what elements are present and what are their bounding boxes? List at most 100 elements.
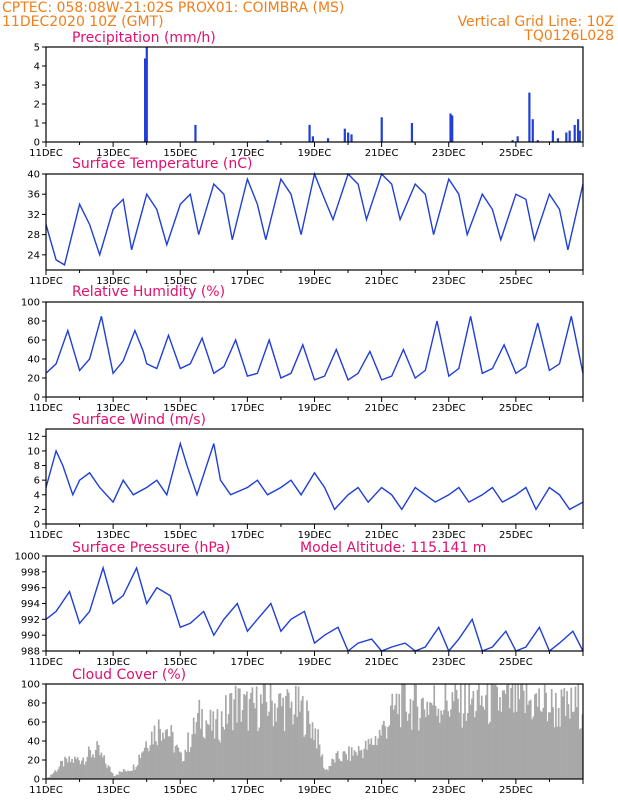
cloud-bar xyxy=(369,744,371,779)
cloud-bar xyxy=(381,724,384,779)
cloud-bar xyxy=(269,684,272,779)
cloud-xtick-label: 19DEC xyxy=(298,785,332,796)
cloud-bar xyxy=(167,736,170,779)
cloud-bar xyxy=(124,770,127,779)
cloud-bar xyxy=(563,688,566,779)
cloud-bar xyxy=(106,767,108,779)
cloud-bar xyxy=(497,710,500,779)
cloud-bar xyxy=(510,687,512,779)
cloud-bar xyxy=(522,690,525,779)
cloud-bar xyxy=(524,712,526,779)
precip-bar xyxy=(511,140,514,142)
cloud-bar xyxy=(146,747,149,779)
precip-frame xyxy=(45,46,584,143)
cloud-bar xyxy=(177,747,180,779)
wind-ytick-label: 4 xyxy=(34,490,40,501)
humidity-series-line xyxy=(45,316,584,381)
cloud-bar xyxy=(266,715,269,779)
cloud-bar xyxy=(227,714,230,779)
cloud-bar xyxy=(390,705,392,779)
cloud-bar xyxy=(213,738,216,779)
cloud-bar xyxy=(391,693,394,779)
header-model: TQ0126L028 xyxy=(523,28,614,44)
cloud-bar xyxy=(357,746,360,779)
cloud-bar xyxy=(438,722,441,779)
cloud-bar xyxy=(576,707,578,779)
cloud-bar xyxy=(532,716,535,779)
cloud-bar xyxy=(294,685,297,779)
cloud-bar xyxy=(65,758,68,779)
cloud-bar xyxy=(278,693,280,779)
cloud-bar xyxy=(192,717,195,779)
cloud-bar xyxy=(211,730,213,779)
cloud-bar xyxy=(194,733,196,779)
temperature-ytick-label: 28 xyxy=(27,230,40,241)
cloud-bar xyxy=(287,692,290,779)
humidity-ytick-label: 0 xyxy=(34,393,40,404)
precip-title: Precipitation (mm/h) xyxy=(72,30,216,46)
cloud-bar xyxy=(212,711,215,779)
cloud-bar xyxy=(402,684,405,779)
cloud-bar xyxy=(341,761,343,779)
cloud-bar xyxy=(560,689,563,779)
temperature-ytick-label: 36 xyxy=(27,190,40,201)
cloud-bar xyxy=(138,754,140,779)
pressure-xtick-label: 19DEC xyxy=(298,657,332,668)
cloud-bar xyxy=(513,712,515,779)
cloud-bar xyxy=(443,709,445,779)
precip-bar xyxy=(144,58,147,142)
cloud-bar xyxy=(377,738,380,779)
header-date: 11DEC2020 10Z (GMT) xyxy=(2,14,164,30)
cloud-bar xyxy=(417,730,420,779)
cloud-bar xyxy=(229,693,231,779)
cloud-bar xyxy=(128,771,131,779)
cloud-bar xyxy=(85,761,87,779)
cloud-bar xyxy=(290,701,293,779)
pressure-ytick-label: 996 xyxy=(21,583,40,594)
pressure-xtick-label: 23DEC xyxy=(432,657,466,668)
cloud-bar xyxy=(62,766,65,779)
cloud-bar xyxy=(398,694,401,779)
cloud-bar xyxy=(131,771,134,779)
temperature-title: Surface Temperature (nC) xyxy=(72,156,253,172)
cloud-bar xyxy=(139,758,142,779)
cloud-bar xyxy=(261,703,264,779)
cloud-bar xyxy=(64,756,66,779)
cloud-bar xyxy=(279,693,282,779)
cloud-bar xyxy=(413,684,416,779)
precip-xtick-label: 13DEC xyxy=(96,148,130,159)
cloud-bar xyxy=(300,700,303,779)
cloud-bar xyxy=(135,767,138,779)
pressure-xtick-label: 13DEC xyxy=(96,657,130,668)
cloud-bar xyxy=(57,769,59,779)
cloud-bar xyxy=(152,744,154,779)
cloud-xtick-label: 21DEC xyxy=(365,785,399,796)
cloud-bar xyxy=(265,701,268,779)
cloud-bar xyxy=(436,715,438,779)
cloud-bar xyxy=(395,693,398,779)
cloud-bar xyxy=(103,755,106,779)
cloud-bar xyxy=(556,726,559,779)
humidity-xtick-label: 25DEC xyxy=(499,403,533,414)
cloud-bar xyxy=(373,744,375,779)
cloud-bar xyxy=(299,711,301,779)
cloud-bar xyxy=(534,694,536,779)
pressure-xtick-label: 11DEC xyxy=(29,657,63,668)
cloud-bar xyxy=(499,697,501,779)
cloud-bar xyxy=(218,739,220,779)
cloud-bar xyxy=(262,684,265,779)
cloud-bar xyxy=(465,720,468,779)
cloud-bar xyxy=(545,692,547,779)
cloud-bar xyxy=(306,700,308,779)
cloud-bar xyxy=(286,689,289,779)
wind-series-line xyxy=(45,441,584,511)
cloud-bar xyxy=(324,770,326,779)
cloud-bar xyxy=(307,710,310,779)
cloud-bar xyxy=(90,757,93,779)
cloud-xtick-label: 13DEC xyxy=(96,785,130,796)
cloud-bar xyxy=(353,750,356,779)
precip-ytick-label: 3 xyxy=(34,81,40,92)
cloud-bar xyxy=(148,751,150,779)
cloud-bar xyxy=(571,712,574,779)
